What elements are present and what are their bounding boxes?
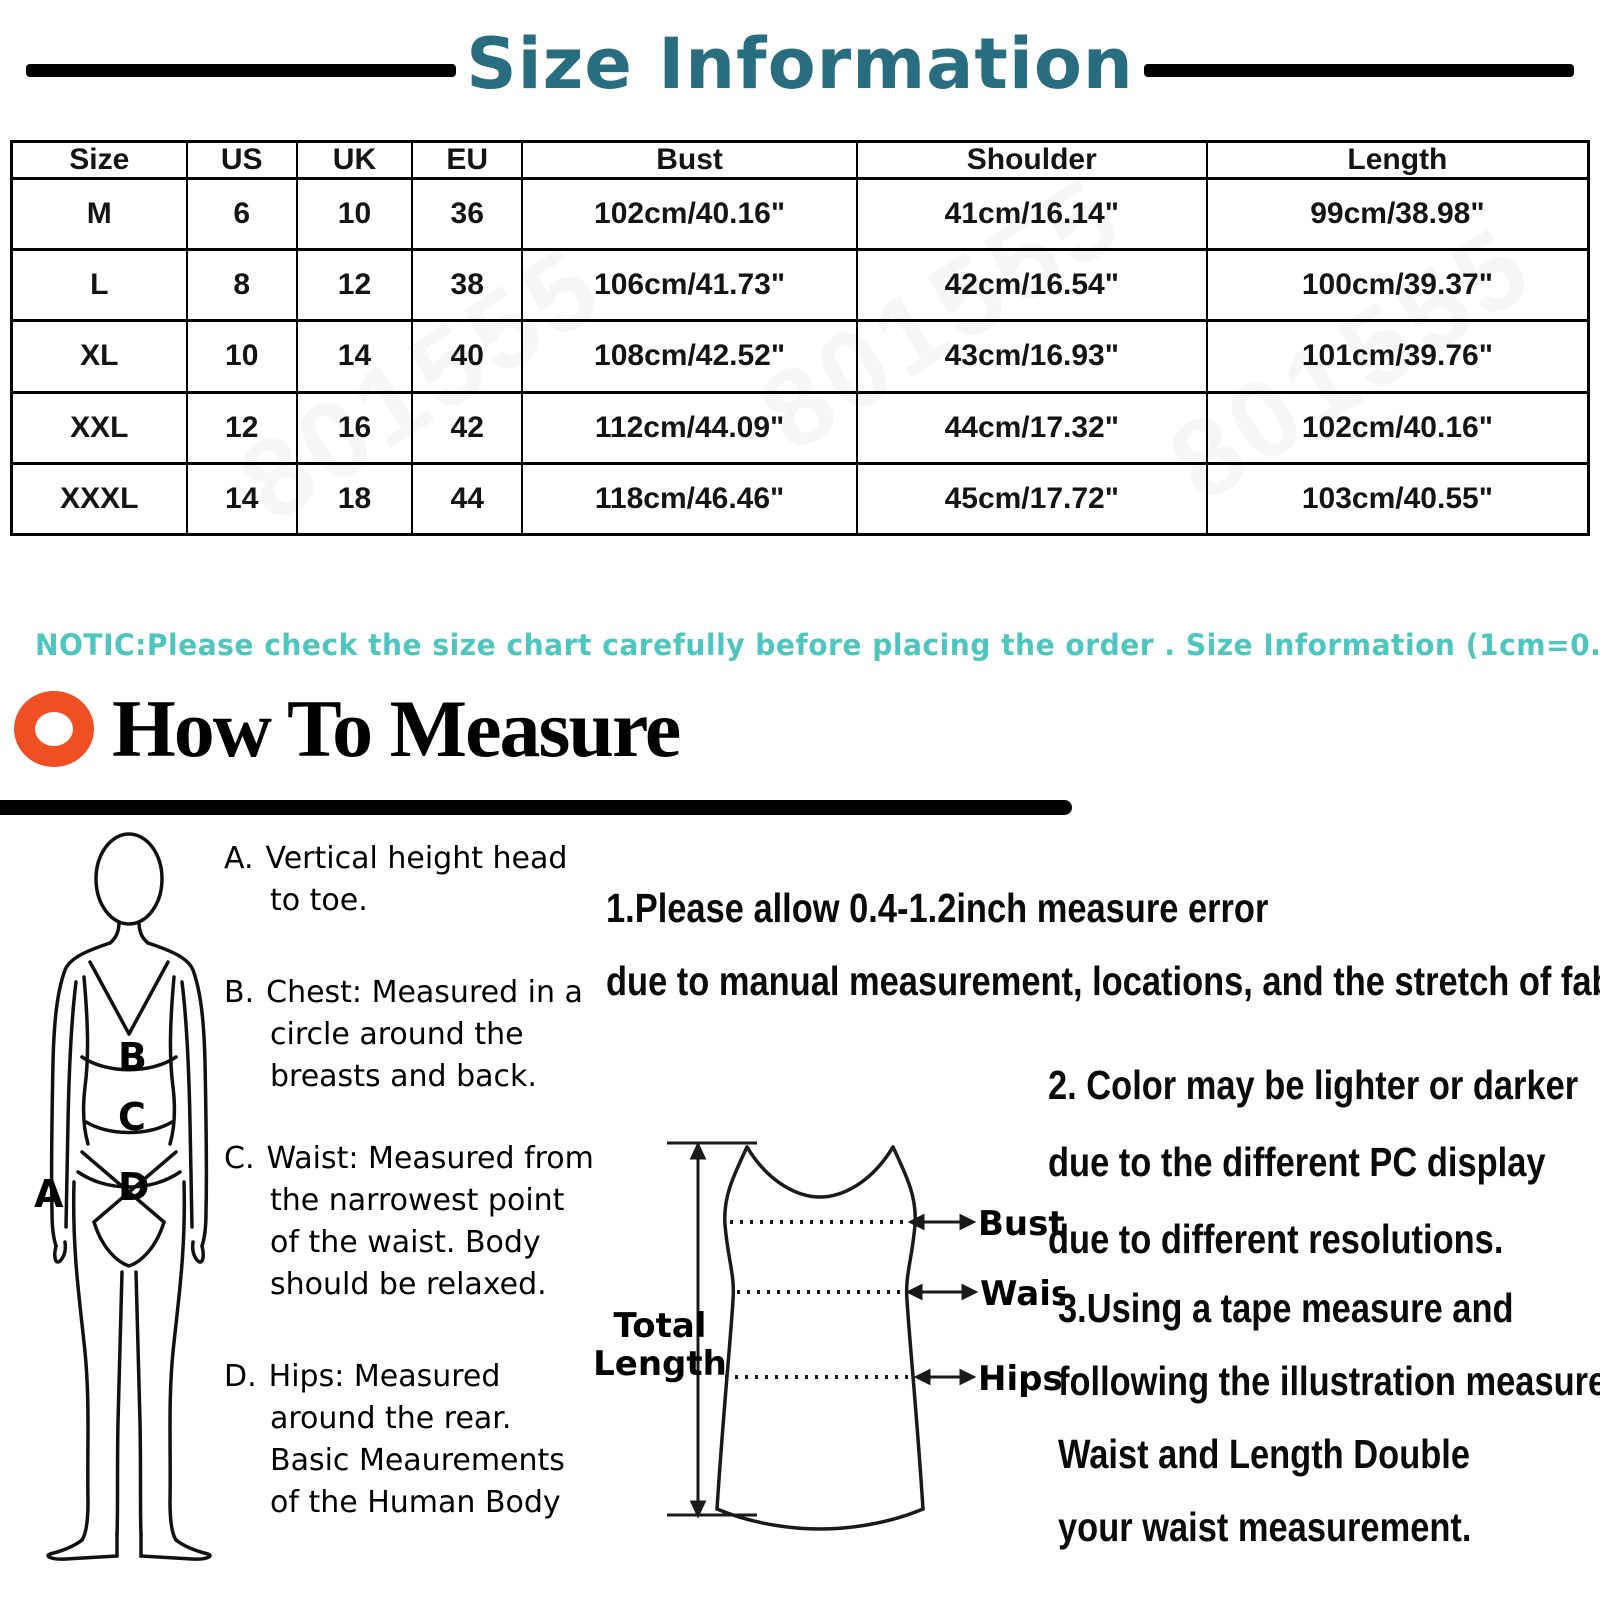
note-measure-error: 1.Please allow 0.4-1.2inch measure error… bbox=[606, 885, 1600, 1005]
cell-size: XL bbox=[10, 319, 188, 394]
figure-label-bust: B bbox=[118, 1035, 147, 1079]
cell-eu: 42 bbox=[411, 390, 524, 465]
step-text: Chest: Measured in a circle around the b… bbox=[266, 975, 583, 1094]
cell-shoulder: 43cm/16.93" bbox=[855, 319, 1208, 394]
cell-shoulder: 45cm/17.72" bbox=[855, 461, 1208, 537]
cell-shoulder: 44cm/17.32" bbox=[855, 390, 1208, 465]
ring-icon bbox=[14, 691, 94, 767]
measure-step-c: C. Waist: Measured from the narrowest poi… bbox=[224, 1138, 594, 1306]
title-rule-left bbox=[26, 63, 457, 77]
figure-label-waist: C bbox=[118, 1095, 146, 1139]
table-row: XL 10 14 40 108cm/42.52" 43cm/16.93" 101… bbox=[10, 319, 1590, 394]
cell-uk: 12 bbox=[295, 248, 414, 323]
col-header-shoulder: Shoulder bbox=[855, 140, 1208, 180]
cell-uk: 18 bbox=[295, 461, 414, 537]
cell-uk: 16 bbox=[295, 390, 414, 465]
cell-eu: 36 bbox=[411, 176, 524, 252]
size-notice: NOTIC:Please check the size chart carefu… bbox=[35, 628, 1600, 662]
cell-uk: 10 bbox=[295, 176, 414, 252]
table-row: XXL 12 16 42 112cm/44.09" 44cm/17.32" 10… bbox=[10, 390, 1590, 465]
cell-uk: 14 bbox=[295, 319, 414, 394]
note-line: due to different resolutions. bbox=[1048, 1216, 1504, 1262]
note-line: due to the different PC display bbox=[1048, 1139, 1546, 1185]
how-to-measure-heading-row: How To Measure bbox=[14, 682, 681, 776]
cell-length: 100cm/39.37" bbox=[1205, 248, 1590, 323]
note-line: 2. Color may be lighter or darker bbox=[1048, 1062, 1579, 1108]
cell-length: 99cm/38.98" bbox=[1205, 176, 1590, 252]
body-outline bbox=[46, 832, 212, 1561]
note-line: 3.Using a tape measure and bbox=[1058, 1285, 1514, 1331]
figure-label-height: A bbox=[34, 1172, 64, 1216]
cell-us: 14 bbox=[185, 461, 298, 537]
note-line: Waist and Length Double bbox=[1058, 1431, 1470, 1477]
cell-size: L bbox=[10, 248, 188, 323]
cell-size: XXXL bbox=[10, 461, 188, 537]
body-figure-illustration: B C D A bbox=[34, 832, 212, 1561]
step-label: A. bbox=[224, 841, 254, 876]
measure-step-d: D. Hips: Measured around the rear. Basic … bbox=[224, 1356, 594, 1524]
cell-eu: 38 bbox=[411, 248, 524, 323]
dress-label-length: Length bbox=[593, 1344, 727, 1384]
note-line: following the illustration measure bbox=[1058, 1358, 1600, 1404]
dress-measure-diagram: Bust Waist Hips Total Length bbox=[593, 1141, 1065, 1531]
cell-us: 6 bbox=[185, 176, 298, 252]
dress-label-bust: Bust bbox=[978, 1204, 1065, 1244]
step-label: B. bbox=[224, 975, 255, 1010]
cell-shoulder: 41cm/16.14" bbox=[855, 176, 1208, 252]
cell-eu: 44 bbox=[411, 461, 524, 537]
table-row: XXXL 14 18 44 118cm/46.46" 45cm/17.72" 1… bbox=[10, 461, 1590, 537]
table-row: L 8 12 38 106cm/41.73" 42cm/16.54" 100cm… bbox=[10, 248, 1590, 323]
table-row: M 6 10 36 102cm/40.16" 41cm/16.14" 99cm/… bbox=[10, 176, 1590, 252]
cell-bust: 112cm/44.09" bbox=[521, 390, 858, 465]
cell-length: 103cm/40.55" bbox=[1205, 461, 1590, 537]
step-text: Vertical height head to toe. bbox=[265, 841, 568, 918]
col-header-uk: UK bbox=[295, 140, 414, 180]
col-header-eu: EU bbox=[411, 140, 524, 180]
cell-us: 10 bbox=[185, 319, 298, 394]
cell-bust: 106cm/41.73" bbox=[521, 248, 858, 323]
how-to-measure-title: How To Measure bbox=[112, 683, 681, 774]
note-line: your waist measurement. bbox=[1058, 1504, 1472, 1550]
cell-size: XXL bbox=[10, 390, 188, 465]
cell-us: 8 bbox=[185, 248, 298, 323]
col-header-us: US bbox=[185, 140, 298, 180]
cell-length: 102cm/40.16" bbox=[1205, 390, 1590, 465]
cell-bust: 108cm/42.52" bbox=[521, 319, 858, 394]
cell-bust: 118cm/46.46" bbox=[521, 461, 858, 537]
dress-label-hips: Hips bbox=[978, 1359, 1063, 1399]
page-title: Size Information bbox=[466, 23, 1134, 105]
heading-underline bbox=[0, 800, 1072, 815]
measure-steps-list: A. Vertical height head to toe. B. Chest: … bbox=[224, 838, 594, 1524]
table-header-row: Size US UK EU Bust Shoulder Length bbox=[10, 140, 1590, 180]
dress-arrows bbox=[667, 1141, 979, 1519]
cell-shoulder: 42cm/16.54" bbox=[855, 248, 1208, 323]
col-header-size: Size bbox=[10, 140, 188, 180]
cell-us: 12 bbox=[185, 390, 298, 465]
col-header-bust: Bust bbox=[521, 140, 858, 180]
cell-size: M bbox=[10, 176, 188, 252]
note-line: 1.Please allow 0.4-1.2inch measure error bbox=[606, 885, 1269, 931]
dress-label-total: Total bbox=[614, 1306, 707, 1346]
step-text: Waist: Measured from the narrowest point… bbox=[266, 1141, 594, 1302]
step-text: Hips: Measured around the rear. Basic Me… bbox=[268, 1359, 565, 1520]
dress-dotted-lines bbox=[725, 1220, 915, 1379]
col-header-length: Length bbox=[1205, 140, 1590, 180]
title-row: Size Information bbox=[0, 14, 1600, 114]
measure-step-a: A. Vertical height head to toe. bbox=[224, 838, 594, 922]
cell-eu: 40 bbox=[411, 319, 524, 394]
figure-label-hips: D bbox=[118, 1165, 150, 1209]
title-rule-right bbox=[1143, 63, 1574, 77]
cell-length: 101cm/39.76" bbox=[1205, 319, 1590, 394]
dress-label-waist: Waist bbox=[980, 1274, 1065, 1314]
note-tape-measure: 3.Using a tape measure and following the… bbox=[1058, 1285, 1600, 1551]
note-line: due to manual measurement, locations, an… bbox=[606, 958, 1600, 1004]
note-color-difference: 2. Color may be lighter or darker due to… bbox=[1048, 1062, 1578, 1263]
measure-step-b: B. Chest: Measured in a circle around the… bbox=[224, 972, 594, 1098]
step-label: C. bbox=[224, 1141, 255, 1176]
cell-bust: 102cm/40.16" bbox=[521, 176, 858, 252]
step-label: D. bbox=[224, 1359, 257, 1394]
dress-outline bbox=[715, 1145, 925, 1531]
size-table: Size US UK EU Bust Shoulder Length M 6 1… bbox=[10, 140, 1590, 537]
